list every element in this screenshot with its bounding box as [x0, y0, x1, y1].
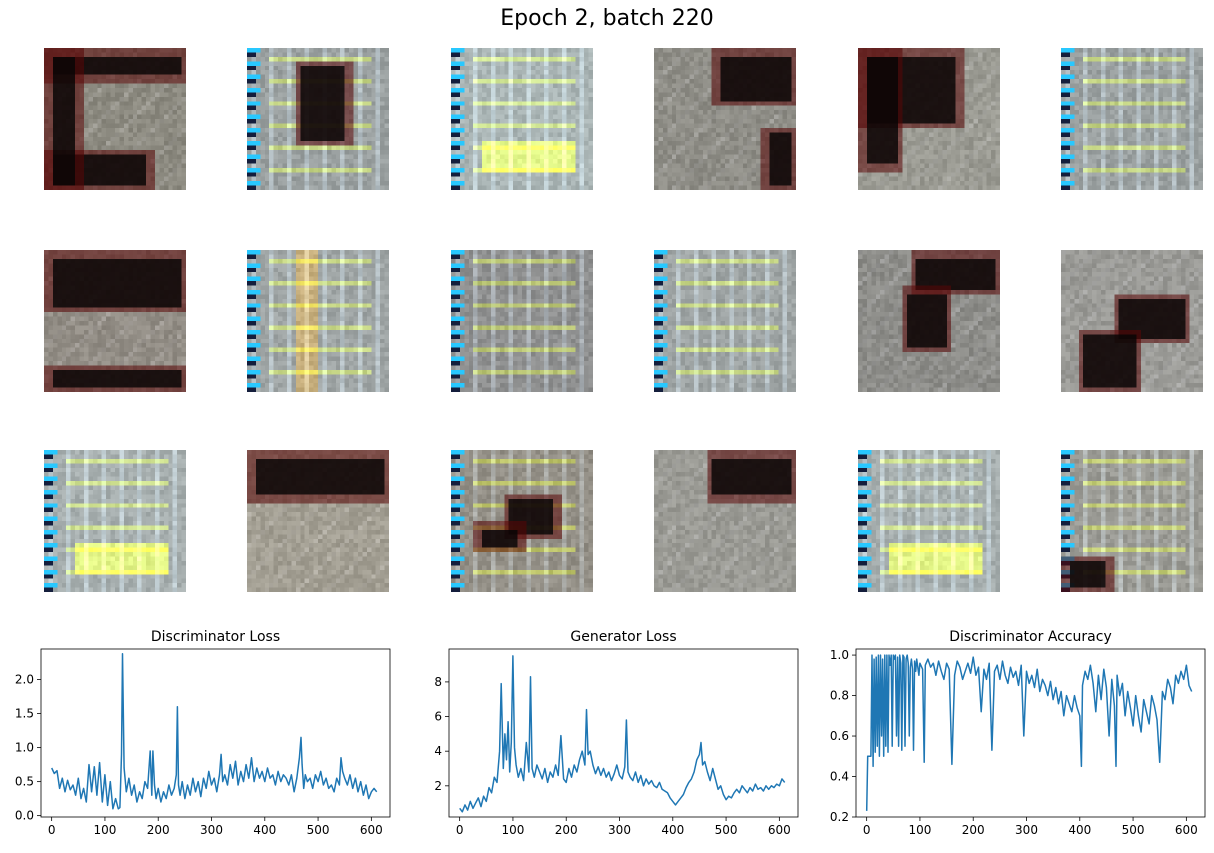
sample-pixels	[44, 250, 186, 392]
chart-title: Discriminator Accuracy	[949, 629, 1111, 645]
generated-sample-image	[858, 250, 1000, 392]
sample-pixels	[44, 450, 186, 592]
plot-frame	[40, 648, 391, 818]
chart-title: Generator Loss	[570, 629, 676, 645]
generated-sample-image	[654, 48, 796, 190]
x-tick-label: 200	[147, 823, 170, 837]
y-tick-label: 0.2	[830, 810, 849, 824]
generated-sample-image	[44, 450, 186, 592]
generated-sample-image	[451, 250, 593, 392]
generated-samples-grid	[44, 48, 1203, 592]
y-tick-label: 0.6	[830, 729, 849, 743]
x-tick-label: 300	[608, 823, 631, 837]
x-tick-label: 400	[253, 823, 276, 837]
chart-panel: Generator Loss 0 100 200 300 400 500 600 2 4 6 8	[434, 629, 799, 837]
generated-sample-image	[1061, 250, 1203, 392]
generated-sample-image	[247, 250, 389, 392]
series-line	[865, 654, 1193, 811]
y-tick-label: 0.4	[830, 770, 849, 784]
x-tick-label: 400	[1068, 823, 1091, 837]
plot-frame	[448, 648, 799, 818]
x-tick-label: 0	[48, 823, 56, 837]
y-tick-label: 1.0	[830, 648, 849, 662]
x-tick-label: 600	[360, 823, 383, 837]
plot-frame	[855, 648, 1206, 818]
y-tick-label: 8	[434, 675, 442, 689]
chart-title: Discriminator Loss	[151, 629, 280, 645]
sample-pixels	[858, 450, 1000, 592]
sample-pixels	[44, 48, 186, 190]
sample-pixels	[1061, 450, 1203, 592]
y-tick-label: 0.5	[15, 775, 34, 789]
generated-sample-image	[654, 250, 796, 392]
y-tick-label: 0.0	[15, 809, 34, 823]
x-tick-label: 100	[93, 823, 116, 837]
x-tick-label: 100	[908, 823, 931, 837]
chart-panel: Discriminator Loss 0 100 200 300 400 500 600 0.0…	[15, 629, 391, 837]
generated-sample-image	[858, 48, 1000, 190]
sample-pixels	[247, 48, 389, 190]
series-line	[459, 655, 786, 813]
y-tick-label: 1.5	[15, 707, 34, 721]
sample-pixels	[654, 48, 796, 190]
generated-sample-image	[44, 250, 186, 392]
generated-sample-image	[654, 450, 796, 592]
x-tick-label: 500	[1122, 823, 1145, 837]
sample-pixels	[451, 48, 593, 190]
y-tick-label: 6	[434, 710, 442, 724]
generated-sample-image	[1061, 450, 1203, 592]
sample-pixels	[247, 250, 389, 392]
sample-pixels	[247, 450, 389, 592]
figure-title: Epoch 2, batch 220	[500, 6, 714, 31]
sample-pixels	[858, 48, 1000, 190]
sample-pixels	[1061, 250, 1203, 392]
x-tick-label: 500	[715, 823, 738, 837]
x-tick-label: 300	[1015, 823, 1038, 837]
generated-sample-image	[44, 48, 186, 190]
sample-pixels	[1061, 48, 1203, 190]
chart-panel: Discriminator Accuracy 0 100 200 300 400 500 60…	[830, 629, 1206, 837]
x-tick-label: 0	[456, 823, 464, 837]
y-tick-label: 0.8	[830, 689, 849, 703]
y-tick-label: 1.0	[15, 741, 34, 755]
y-tick-label: 2	[434, 779, 442, 793]
sample-pixels	[451, 250, 593, 392]
x-tick-label: 300	[200, 823, 223, 837]
y-tick-label: 4	[434, 744, 442, 758]
x-tick-label: 600	[768, 823, 791, 837]
sample-pixels	[451, 450, 593, 592]
sample-pixels	[654, 250, 796, 392]
x-tick-label: 200	[555, 823, 578, 837]
generated-sample-image	[247, 48, 389, 190]
training-charts: Discriminator Loss 0 100 200 300 400 500 600 0.0…	[0, 610, 1214, 853]
sample-pixels	[858, 250, 1000, 392]
x-tick-label: 200	[962, 823, 985, 837]
generated-sample-image	[858, 450, 1000, 592]
generated-sample-image	[247, 450, 389, 592]
sample-pixels	[654, 450, 796, 592]
y-tick-label: 2.0	[15, 673, 34, 687]
x-tick-label: 0	[863, 823, 871, 837]
generated-sample-image	[451, 450, 593, 592]
generated-sample-image	[451, 48, 593, 190]
series-line	[51, 653, 378, 810]
x-tick-label: 500	[307, 823, 330, 837]
x-tick-label: 100	[501, 823, 524, 837]
generated-sample-image	[1061, 48, 1203, 190]
x-tick-label: 400	[661, 823, 684, 837]
x-tick-label: 600	[1175, 823, 1198, 837]
